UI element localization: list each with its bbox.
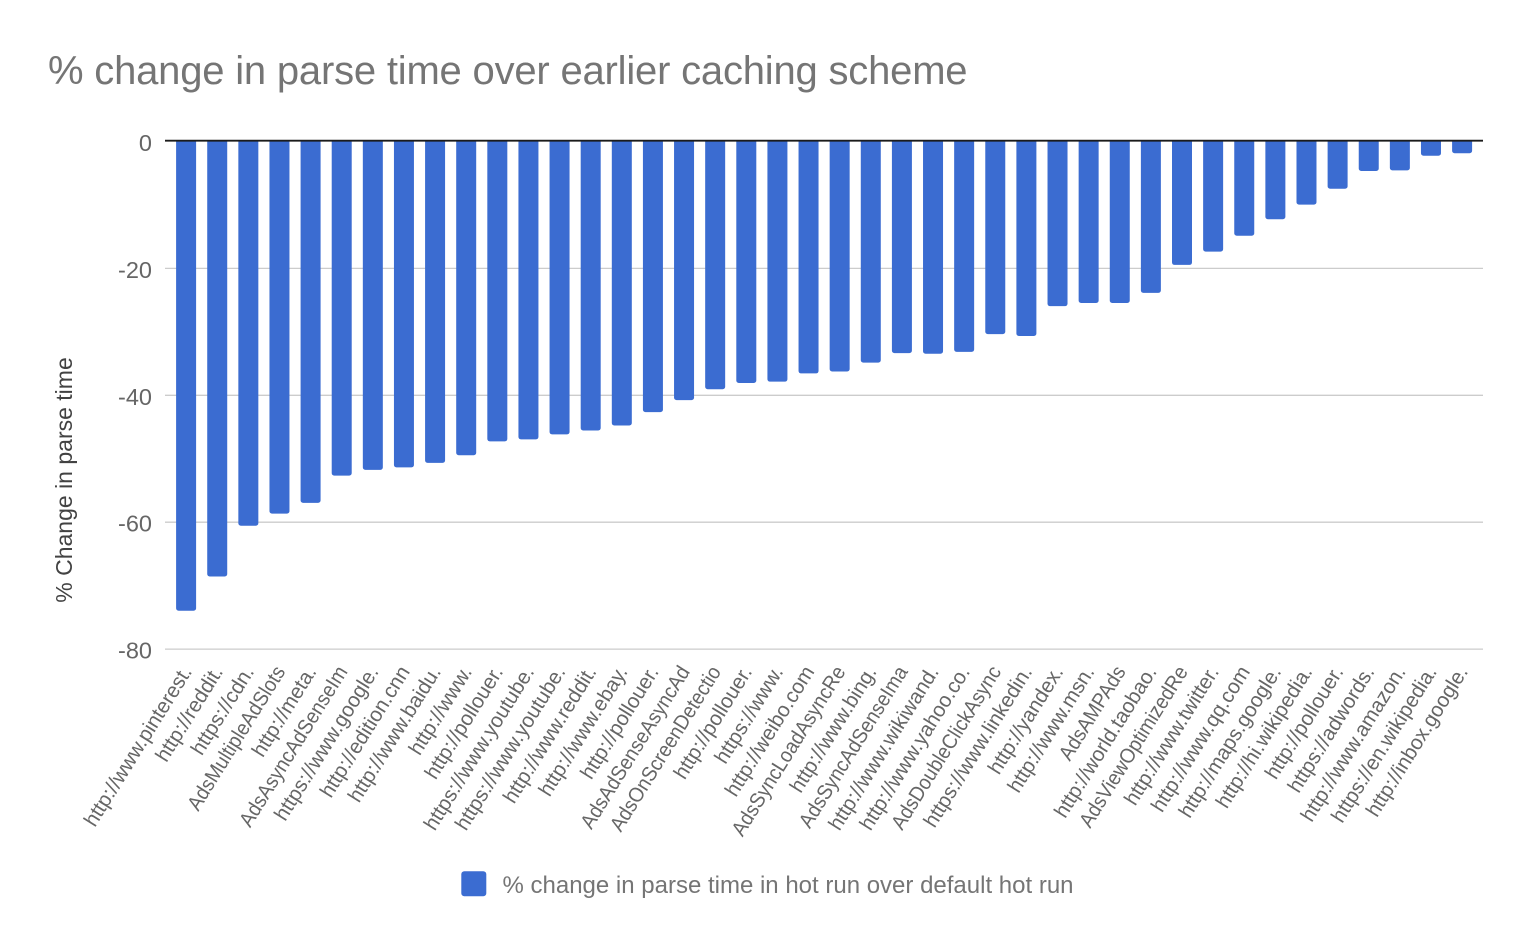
- svg-text:% change in parse time over ea: % change in parse time over earlier cach…: [48, 49, 967, 93]
- svg-text:% Change in parse time: % Change in parse time: [51, 357, 77, 602]
- svg-text:% change in parse time in hot: % change in parse time in hot run over d…: [503, 872, 1074, 899]
- svg-text:-80: -80: [118, 638, 152, 664]
- svg-text:-20: -20: [118, 257, 152, 283]
- svg-text:-40: -40: [118, 384, 152, 410]
- svg-text:-60: -60: [118, 511, 152, 537]
- svg-text:0: 0: [139, 130, 152, 156]
